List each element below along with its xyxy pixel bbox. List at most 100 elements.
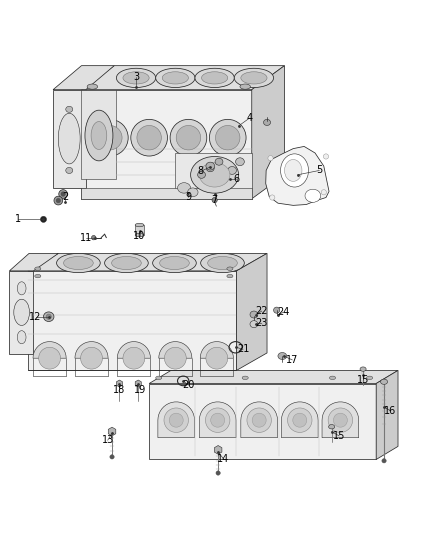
Polygon shape <box>322 402 359 438</box>
Text: 22: 22 <box>255 306 268 316</box>
Ellipse shape <box>191 157 239 193</box>
Polygon shape <box>81 66 285 90</box>
Ellipse shape <box>212 198 217 203</box>
Text: 6: 6 <box>233 174 240 184</box>
Ellipse shape <box>35 267 41 270</box>
Ellipse shape <box>162 72 188 84</box>
Text: 18: 18 <box>113 385 126 394</box>
Ellipse shape <box>43 312 54 321</box>
Circle shape <box>382 458 386 463</box>
Ellipse shape <box>87 84 98 89</box>
Ellipse shape <box>56 198 60 203</box>
Ellipse shape <box>91 122 107 149</box>
Polygon shape <box>81 188 252 199</box>
Ellipse shape <box>155 376 162 379</box>
Ellipse shape <box>135 223 144 227</box>
Ellipse shape <box>281 154 308 187</box>
Polygon shape <box>214 446 222 454</box>
Text: 1: 1 <box>15 214 21 224</box>
Ellipse shape <box>159 256 189 270</box>
Ellipse shape <box>155 68 195 87</box>
Ellipse shape <box>321 190 326 195</box>
Ellipse shape <box>61 192 65 196</box>
Ellipse shape <box>170 119 207 156</box>
Ellipse shape <box>215 158 223 165</box>
Polygon shape <box>10 253 58 271</box>
Ellipse shape <box>252 413 266 427</box>
Polygon shape <box>252 66 285 199</box>
Text: 3: 3 <box>133 71 139 82</box>
Ellipse shape <box>123 348 145 369</box>
Polygon shape <box>117 380 123 387</box>
Ellipse shape <box>293 413 307 427</box>
Ellipse shape <box>241 72 267 84</box>
Ellipse shape <box>195 68 234 87</box>
Text: 15: 15 <box>357 375 369 385</box>
Ellipse shape <box>66 106 73 112</box>
Ellipse shape <box>227 274 233 278</box>
Ellipse shape <box>206 165 214 172</box>
Ellipse shape <box>35 274 41 278</box>
Text: 15: 15 <box>333 431 345 441</box>
Ellipse shape <box>270 195 275 200</box>
Ellipse shape <box>98 125 122 150</box>
Ellipse shape <box>66 167 73 174</box>
Ellipse shape <box>137 125 161 150</box>
Ellipse shape <box>81 348 102 369</box>
Ellipse shape <box>219 175 228 183</box>
Polygon shape <box>117 342 150 358</box>
Ellipse shape <box>215 125 240 150</box>
Ellipse shape <box>328 408 353 432</box>
Ellipse shape <box>381 379 388 384</box>
Ellipse shape <box>187 188 198 197</box>
Ellipse shape <box>112 256 141 270</box>
Ellipse shape <box>236 158 244 166</box>
Text: 11: 11 <box>80 233 92 243</box>
Ellipse shape <box>323 154 328 159</box>
Ellipse shape <box>46 314 51 319</box>
Text: 5: 5 <box>316 165 322 175</box>
Ellipse shape <box>201 253 244 272</box>
Ellipse shape <box>208 256 237 270</box>
Polygon shape <box>266 147 329 205</box>
Ellipse shape <box>205 408 230 432</box>
Text: 17: 17 <box>286 355 299 365</box>
Ellipse shape <box>228 166 237 174</box>
Ellipse shape <box>14 299 29 326</box>
Polygon shape <box>149 384 376 459</box>
Ellipse shape <box>278 352 287 359</box>
Ellipse shape <box>247 408 272 432</box>
Polygon shape <box>135 225 144 235</box>
Text: 10: 10 <box>134 231 146 241</box>
Circle shape <box>110 455 114 459</box>
Polygon shape <box>108 427 116 436</box>
Ellipse shape <box>234 68 274 87</box>
Ellipse shape <box>367 376 373 379</box>
Ellipse shape <box>305 189 321 203</box>
Text: 24: 24 <box>277 308 290 317</box>
Polygon shape <box>175 153 252 199</box>
Ellipse shape <box>123 72 149 84</box>
Polygon shape <box>10 271 33 354</box>
Ellipse shape <box>240 84 251 89</box>
Polygon shape <box>149 370 398 384</box>
Polygon shape <box>237 253 267 370</box>
Polygon shape <box>53 66 114 90</box>
Text: 20: 20 <box>182 380 194 390</box>
Ellipse shape <box>105 253 148 272</box>
Ellipse shape <box>329 376 336 379</box>
Ellipse shape <box>206 162 215 170</box>
Polygon shape <box>81 90 117 179</box>
Ellipse shape <box>274 307 280 313</box>
Ellipse shape <box>250 311 258 318</box>
Ellipse shape <box>177 183 191 193</box>
Ellipse shape <box>264 119 271 125</box>
Ellipse shape <box>17 330 26 344</box>
Ellipse shape <box>288 408 312 432</box>
Ellipse shape <box>39 348 60 369</box>
Polygon shape <box>135 380 141 387</box>
Polygon shape <box>53 90 86 188</box>
Ellipse shape <box>131 119 167 156</box>
Ellipse shape <box>176 125 201 150</box>
Ellipse shape <box>268 156 273 161</box>
